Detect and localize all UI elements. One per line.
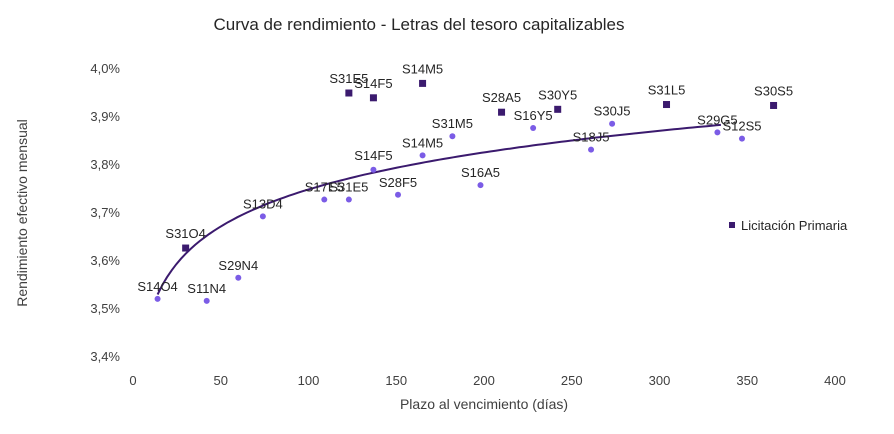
logarithmic-trendline [156,123,721,295]
point-label: S14F5 [354,148,392,163]
secondary-market-point [530,125,537,132]
primary-auction-point [369,94,377,102]
primary-auction-point [419,79,427,87]
secondary-market-point [370,166,377,173]
legend: Licitación Primaria [729,218,848,233]
primary-auction-point [182,244,190,252]
y-tick-label: 3,7% [90,205,120,220]
point-label: S16A5 [461,165,500,180]
secondary-market-point [395,191,402,198]
point-label: S30J5 [594,104,631,119]
primary-auction-point [345,89,353,97]
point-label: S31E5 [329,71,368,86]
data-points [154,79,778,304]
point-label: S30S5 [754,83,793,98]
secondary-market-point [588,146,595,153]
y-tick-label: 4,0% [90,61,120,76]
point-label: S14O4 [137,279,177,294]
secondary-market-point [345,196,352,203]
point-label: S13D4 [243,196,283,211]
point-label: S28F5 [379,175,417,190]
chart-title: Curva de rendimiento - Letras del tesoro… [213,15,624,34]
point-label: S14F5 [354,76,392,91]
point-label: S28A5 [482,90,521,105]
secondary-market-point [477,182,484,189]
primary-auction-point [554,105,562,113]
point-label: S14M5 [402,135,443,150]
y-tick-label: 3,4% [90,349,120,364]
legend-label-licitacion-primaria: Licitación Primaria [741,218,848,233]
x-tick-label: 400 [824,373,846,388]
point-label: S18J5 [573,130,610,145]
y-axis: 3,4% 3,5% 3,6% 3,7% 3,8% 3,9% 4,0% [90,61,120,364]
point-label: S11N4 [187,281,226,296]
secondary-market-point [154,295,161,302]
x-tick-label: 0 [129,373,136,388]
point-label: S14M5 [402,61,443,76]
secondary-market-point [738,135,745,142]
y-tick-label: 3,9% [90,109,120,124]
x-tick-label: 150 [385,373,407,388]
legend-marker-licitacion-primaria [729,222,735,228]
point-label: S12S5 [722,119,761,134]
primary-auction-point [663,101,671,109]
secondary-market-point [235,274,242,281]
primary-auction-point [498,108,506,116]
x-axis-title: Plazo al vencimiento (días) [400,396,568,412]
point-label: S16Y5 [514,108,553,123]
point-label: S31O4 [165,226,205,241]
secondary-market-point [321,196,328,203]
point-label: S31M5 [432,116,473,131]
secondary-market-point [714,129,721,136]
point-label: S31E5 [329,180,368,195]
point-label: S17E5 [305,180,344,195]
primary-auction-point [770,101,778,109]
point-label: S29G5 [697,112,737,127]
x-tick-label: 50 [214,373,228,388]
point-label: S31L5 [648,83,686,98]
x-tick-label: 350 [736,373,758,388]
point-label: S29N4 [218,258,258,273]
y-tick-label: 3,5% [90,301,120,316]
point-label: S30Y5 [538,87,577,102]
secondary-market-point [259,213,266,220]
secondary-market-point [449,133,456,140]
x-tick-label: 200 [473,373,495,388]
y-axis-title: Rendimiento efectivo mensual [14,119,30,307]
secondary-market-point [609,120,616,127]
y-tick-label: 3,6% [90,253,120,268]
x-tick-label: 250 [561,373,583,388]
y-tick-label: 3,8% [90,157,120,172]
x-tick-label: 300 [649,373,671,388]
secondary-market-point [419,152,426,159]
x-tick-label: 100 [298,373,320,388]
secondary-market-point [203,297,210,304]
x-axis: 0 50 100 150 200 250 300 350 400 [129,373,845,388]
